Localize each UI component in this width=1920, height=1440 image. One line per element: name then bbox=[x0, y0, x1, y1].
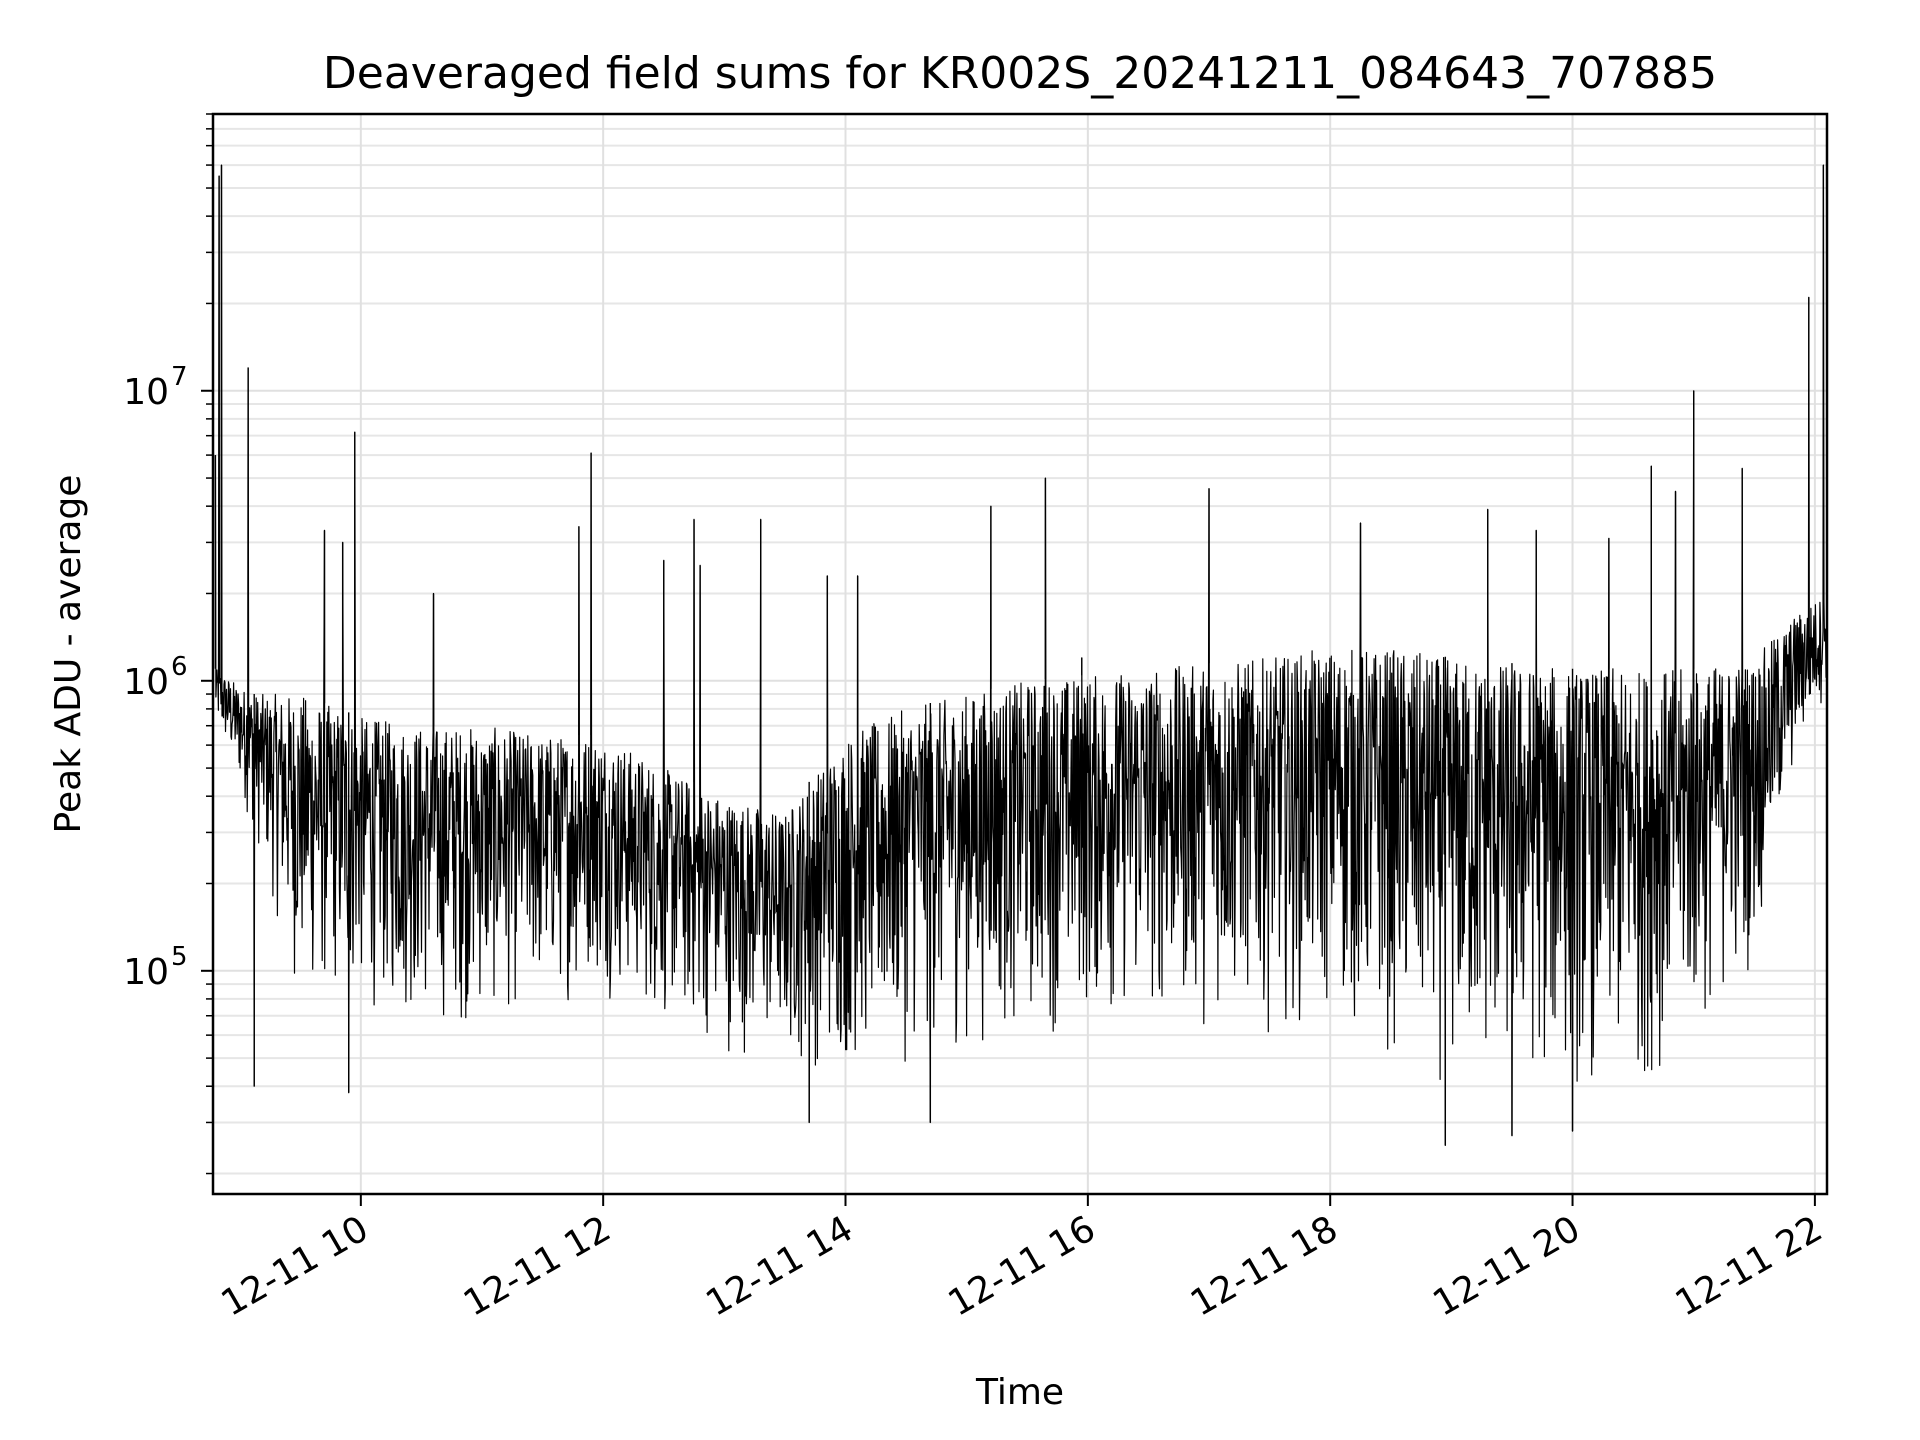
y-tick-exponent: 7 bbox=[171, 362, 188, 392]
y-tick-exponent: 5 bbox=[171, 942, 188, 972]
plot-frame bbox=[211, 112, 1829, 1196]
y-axis-label: Peak ADU - average bbox=[48, 475, 89, 834]
data-series bbox=[214, 164, 1828, 1146]
y-tick-label: 10 bbox=[123, 952, 169, 993]
y-tick-exponent: 6 bbox=[171, 652, 188, 682]
y-tick-label: 10 bbox=[123, 372, 169, 413]
x-axis-label: Time bbox=[975, 1372, 1064, 1413]
data-line bbox=[214, 164, 1828, 1146]
y-tick-label: 10 bbox=[123, 662, 169, 703]
chart-title: Deaveraged field sums for KR002S_2024121… bbox=[323, 48, 1717, 99]
